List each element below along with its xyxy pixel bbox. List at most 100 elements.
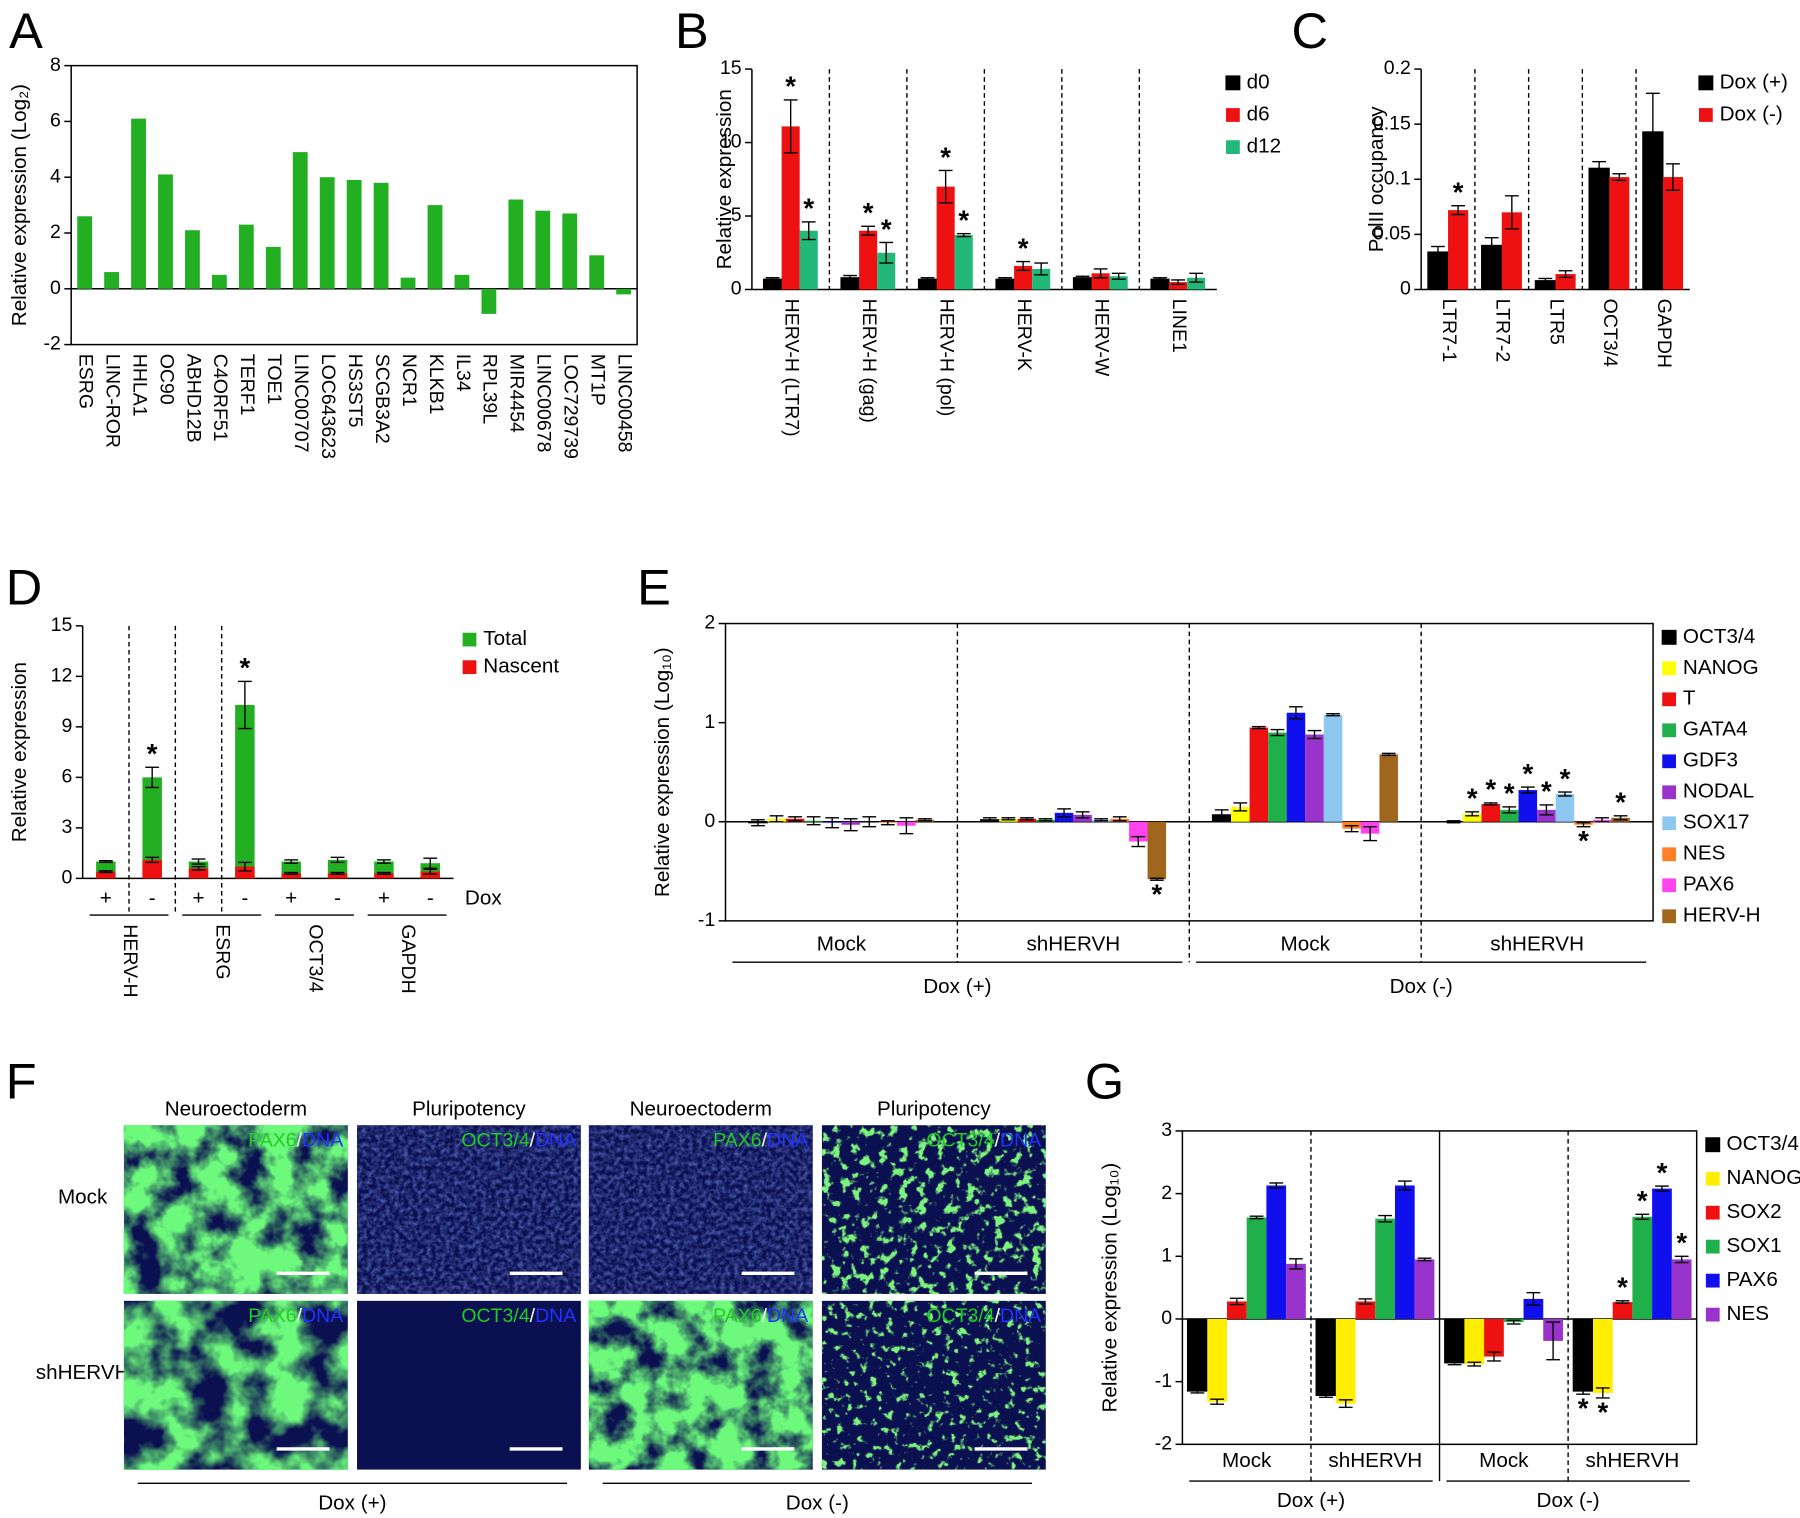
stain-dna: DNA	[302, 1129, 343, 1151]
stain-marker: PAX6	[248, 1305, 296, 1327]
bar	[1572, 1318, 1594, 1392]
x-tick-label: shHERVH	[1586, 1449, 1680, 1472]
x-tick-label: Mock	[1479, 1449, 1529, 1472]
bar	[1315, 1318, 1337, 1397]
y-axis-label: Relative expression (Log₁₀)	[1099, 1163, 1122, 1413]
bar	[1448, 210, 1469, 290]
significance-star: *	[1578, 825, 1589, 856]
y-tick-label: 0.15	[1373, 112, 1411, 134]
x-tick-label: KLKB1	[425, 354, 447, 415]
bar	[799, 230, 818, 290]
group-label: HERV-H	[119, 924, 141, 997]
x-tick-label: MT1P	[587, 354, 609, 406]
y-tick-label: 0	[50, 277, 61, 299]
panel-letter: C	[1291, 2, 1327, 59]
x-tick-label: SCGB3A2	[371, 354, 393, 444]
stain-caption: OCT3/4/DNA	[926, 1129, 1041, 1151]
stain-sep: /	[297, 1129, 303, 1151]
micrograph-signal	[123, 1300, 348, 1470]
y-tick-label: 15	[51, 614, 73, 636]
stain-caption: OCT3/4/DNA	[461, 1305, 576, 1327]
x-tick-label: HERV-W	[1090, 299, 1112, 377]
bar	[235, 866, 255, 879]
bar	[185, 230, 200, 289]
x-tick-label: shHERVH	[1328, 1449, 1422, 1472]
significance-star: *	[147, 738, 158, 769]
y-tick-label: 0	[61, 867, 72, 889]
significance-star: *	[1676, 1227, 1687, 1258]
significance-star: *	[1522, 758, 1533, 789]
bar	[1147, 821, 1167, 880]
y-tick-label: 12	[51, 665, 73, 687]
legend-label: Dox (+)	[1720, 70, 1788, 93]
x-tick-label: RPL39L	[479, 354, 501, 425]
y-axis-label: Relative expression	[8, 662, 31, 842]
bar	[454, 274, 470, 289]
legend-swatch	[1698, 75, 1714, 91]
column-header: Neuroectoderm	[165, 1098, 307, 1121]
x-tick-label: LINC00458	[613, 354, 635, 453]
bar	[1249, 727, 1269, 822]
bar	[936, 186, 955, 290]
legend-label: Nascent	[483, 655, 559, 678]
stain-sep: /	[995, 1305, 1001, 1327]
supergroup-label: Dox (-)	[1537, 1489, 1600, 1512]
stain-dna: DNA	[535, 1305, 576, 1327]
significance-star: *	[1657, 1157, 1668, 1188]
bar	[142, 777, 162, 879]
x-tick-label: Mock	[817, 932, 867, 955]
legend-label: PAX6	[1727, 1268, 1778, 1291]
micrograph-signal	[123, 1125, 348, 1294]
x-tick-label: ESRG	[74, 354, 96, 409]
group-label: OCT3/4	[304, 924, 326, 992]
bar	[104, 272, 120, 289]
legend-swatch	[1226, 140, 1240, 155]
legend-label: NODAL	[1683, 780, 1754, 803]
bar	[1464, 1318, 1485, 1365]
bar	[1394, 1185, 1415, 1319]
x-tick-label: LOC643623	[317, 354, 339, 459]
bar	[1537, 809, 1556, 822]
legend-label: OCT3/4	[1683, 625, 1755, 648]
x-tick-label: +	[100, 887, 112, 910]
bar	[877, 252, 896, 290]
x-tick-label: +	[192, 887, 204, 910]
legend-swatch	[1662, 785, 1677, 800]
legend-swatch	[1225, 75, 1241, 91]
supergroup-label: Dox (+)	[923, 975, 991, 998]
bar	[781, 126, 800, 290]
bar	[859, 230, 878, 290]
significance-star: *	[1637, 1185, 1648, 1216]
legend-swatch	[1662, 754, 1677, 769]
panel-letter: B	[675, 2, 709, 59]
bar	[131, 118, 146, 289]
legend-swatch	[1662, 847, 1677, 862]
bar	[1662, 177, 1684, 290]
legend-label: SOX2	[1727, 1200, 1782, 1223]
legend-swatch	[1705, 1239, 1720, 1254]
bar	[96, 871, 116, 879]
bar	[1444, 1318, 1465, 1364]
x-tick-label: LINC00707	[290, 354, 312, 453]
y-tick-label: 2	[704, 612, 715, 634]
bar	[327, 873, 348, 879]
stain-dna: DNA	[767, 1305, 808, 1327]
micrograph	[357, 1300, 581, 1470]
significance-star: *	[1467, 783, 1478, 814]
legend-swatch	[1705, 1205, 1720, 1220]
stain-caption: PAX6/DNA	[713, 1129, 808, 1151]
bar	[346, 180, 362, 289]
stain-marker: PAX6	[248, 1129, 296, 1151]
bar	[1286, 1263, 1306, 1319]
bar	[374, 873, 394, 879]
stain-dna: DNA	[1000, 1305, 1041, 1327]
bar	[1609, 177, 1630, 290]
y-tick-label: -1	[698, 909, 715, 931]
bar	[1379, 754, 1398, 822]
legend-swatch	[462, 660, 477, 675]
stain-dna: DNA	[535, 1129, 576, 1151]
y-tick-label: -1	[1155, 1370, 1172, 1392]
significance-star: *	[863, 197, 874, 228]
micrograph-signal	[821, 1300, 1046, 1470]
column-header: Pluripotency	[877, 1098, 991, 1121]
